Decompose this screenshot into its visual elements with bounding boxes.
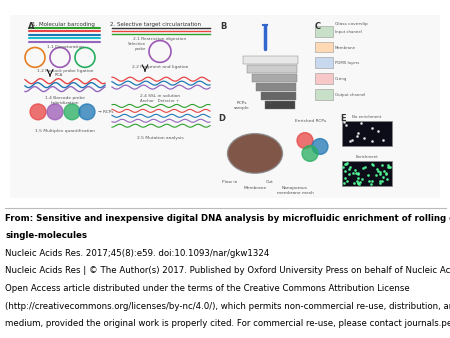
Circle shape [79, 104, 95, 120]
FancyBboxPatch shape [10, 15, 440, 198]
Text: A: A [28, 22, 35, 31]
FancyBboxPatch shape [247, 65, 297, 73]
Text: Enrichment: Enrichment [356, 155, 378, 160]
Text: Out: Out [266, 180, 274, 184]
Text: 2.4 SSL in solution: 2.4 SSL in solution [140, 94, 180, 98]
Text: single-molecules: single-molecules [5, 231, 87, 240]
FancyBboxPatch shape [342, 161, 392, 186]
FancyBboxPatch shape [265, 101, 295, 109]
Text: Out: Out [266, 101, 274, 105]
FancyBboxPatch shape [315, 89, 333, 100]
FancyBboxPatch shape [252, 74, 297, 82]
Text: O-ring: O-ring [335, 77, 347, 81]
Circle shape [297, 132, 313, 148]
Text: Enriched RCPs: Enriched RCPs [295, 119, 326, 123]
Text: 2.1 Restriction digestion: 2.1 Restriction digestion [133, 37, 187, 41]
Text: Nanoporous
membrane mesh: Nanoporous membrane mesh [277, 186, 314, 195]
Text: No enrichment: No enrichment [352, 115, 382, 119]
Circle shape [64, 104, 80, 120]
Text: medium, provided the original work is properly cited. For commercial re-use, ple: medium, provided the original work is pr… [5, 319, 450, 328]
Text: 1. Molecular barcoding: 1. Molecular barcoding [32, 22, 95, 27]
Text: Membrane: Membrane [335, 46, 356, 50]
FancyBboxPatch shape [315, 42, 333, 52]
Circle shape [302, 145, 318, 161]
Text: → RCPs: → RCPs [98, 110, 113, 114]
Text: 2.5 Mutation analysis: 2.5 Mutation analysis [137, 136, 183, 140]
Text: Glass coverslip: Glass coverslip [335, 22, 368, 26]
Text: Selection
probe: Selection probe [128, 42, 146, 51]
FancyBboxPatch shape [315, 57, 333, 68]
Text: (http://creativecommons.org/licenses/by-nc/4.0/), which permits non-commercial r: (http://creativecommons.org/licenses/by-… [5, 301, 450, 311]
Circle shape [312, 139, 328, 154]
Text: 1.5 Multiplex quantification: 1.5 Multiplex quantification [35, 129, 95, 133]
FancyBboxPatch shape [261, 92, 296, 100]
Text: 2.2 Fragment and ligation: 2.2 Fragment and ligation [132, 65, 188, 69]
Text: Input channel: Input channel [335, 30, 362, 34]
FancyBboxPatch shape [315, 73, 333, 84]
Text: C: C [315, 22, 321, 31]
Text: Output channel: Output channel [335, 93, 365, 97]
Text: Nucleic Acids Res. 2017;45(8):e59. doi:10.1093/nar/gkw1324: Nucleic Acids Res. 2017;45(8):e59. doi:1… [5, 249, 270, 258]
Text: 1.1 Denaturation: 1.1 Denaturation [46, 45, 83, 49]
FancyBboxPatch shape [315, 26, 333, 37]
Text: RCPs
sample: RCPs sample [234, 101, 250, 110]
Text: Flow in: Flow in [222, 180, 238, 184]
Text: B: B [220, 22, 226, 31]
Text: PDMS layers: PDMS layers [335, 62, 359, 65]
FancyBboxPatch shape [256, 83, 296, 91]
Text: Membrane: Membrane [243, 186, 266, 190]
Text: Nucleic Acids Res | © The Author(s) 2017. Published by Oxford University Press o: Nucleic Acids Res | © The Author(s) 2017… [5, 266, 450, 275]
Text: From: Sensitive and inexpensive digital DNA analysis by microfluidic enrichment : From: Sensitive and inexpensive digital … [5, 214, 450, 223]
Text: D: D [218, 114, 225, 123]
FancyBboxPatch shape [342, 121, 392, 145]
Text: 2. Selective target circularization: 2. Selective target circularization [110, 22, 201, 27]
Text: E: E [340, 114, 346, 123]
Text: Anchor   Detector +: Anchor Detector + [140, 99, 180, 103]
Text: 1.4 Barcode probe
hybridization: 1.4 Barcode probe hybridization [45, 96, 85, 105]
Circle shape [30, 104, 46, 120]
Text: 1.2 Padlock probe ligation: 1.2 Padlock probe ligation [37, 69, 93, 73]
FancyBboxPatch shape [243, 56, 297, 64]
Circle shape [47, 104, 63, 120]
Ellipse shape [228, 134, 283, 173]
Text: RCA: RCA [55, 73, 63, 77]
Text: Open Access article distributed under the terms of the Creative Commons Attribut: Open Access article distributed under th… [5, 284, 410, 293]
